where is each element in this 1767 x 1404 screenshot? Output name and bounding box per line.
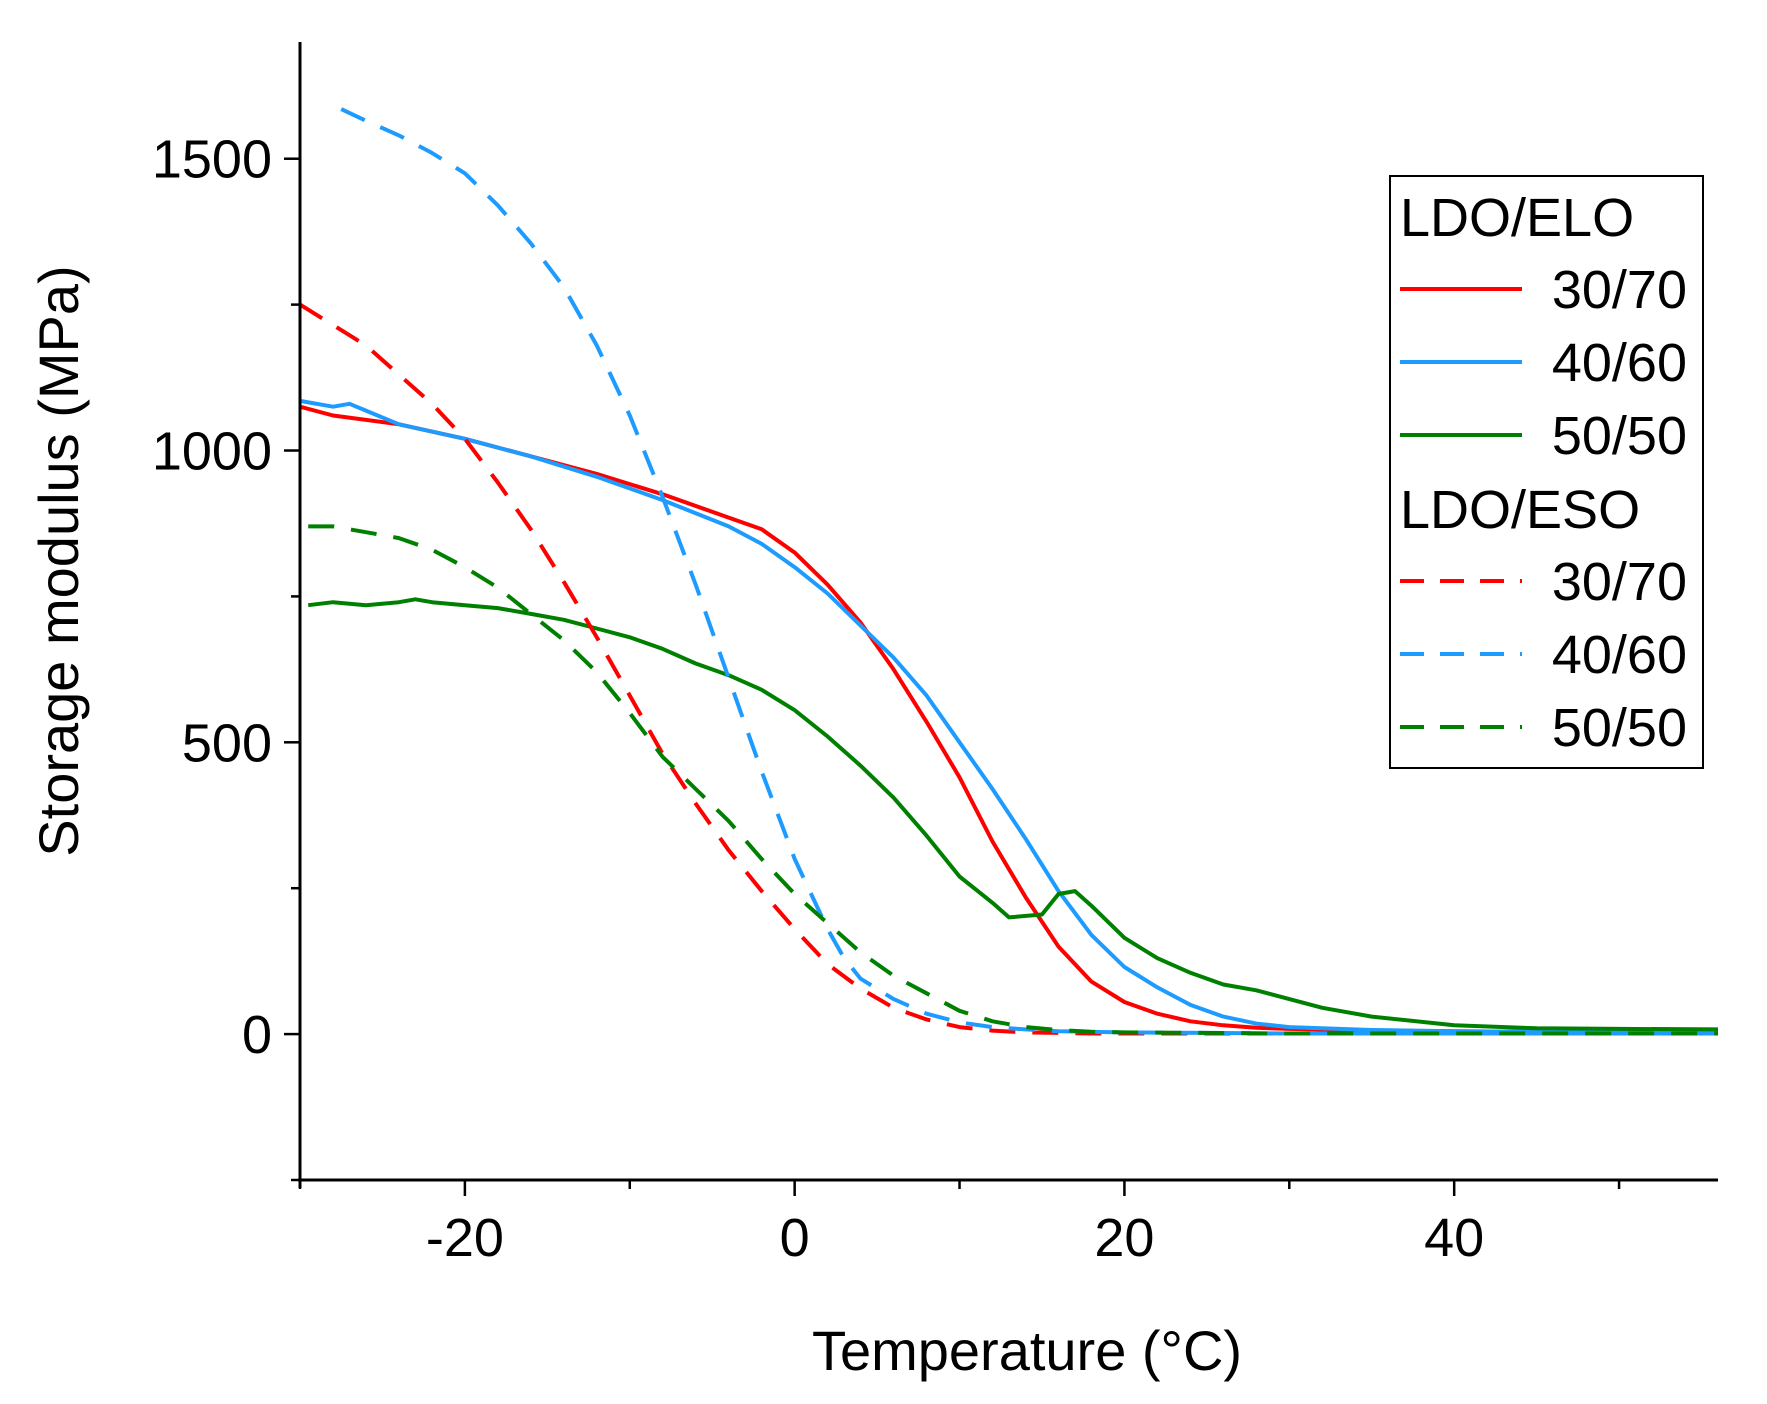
x-tick-label: -20 xyxy=(426,1208,504,1268)
plot-area xyxy=(298,107,1719,1036)
legend-entry-label: 50/50 xyxy=(1552,406,1687,466)
y-axis-title: Storage modulus (MPa) xyxy=(27,265,90,856)
x-tick-label: 40 xyxy=(1424,1208,1484,1268)
x-axis-ticks: -20 0 20 40 xyxy=(298,1180,1621,1268)
x-tick-label: 20 xyxy=(1094,1208,1154,1268)
legend-group-title: LDO/ESO xyxy=(1400,480,1640,540)
axes: 0 500 1000 1500 -20 0 20 40 xyxy=(152,42,1718,1268)
legend-entry-label: 40/60 xyxy=(1552,333,1687,393)
series-line-ldo-eso-50-50 xyxy=(308,524,1718,1036)
y-tick-label: 1000 xyxy=(152,422,272,482)
x-tick-label: 0 xyxy=(780,1208,810,1268)
y-axis-ticks: 0 500 1000 1500 xyxy=(152,130,300,1182)
legend-entry-label: 30/70 xyxy=(1552,552,1687,612)
legend-entry-label: 30/70 xyxy=(1552,260,1687,320)
y-tick-label: 500 xyxy=(182,713,272,773)
legend-entry-label: 50/50 xyxy=(1552,698,1687,758)
y-tick-label: 0 xyxy=(242,1005,272,1065)
legend-entry-label: 40/60 xyxy=(1552,625,1687,685)
series-line-ldo-elo-50-50 xyxy=(307,597,1719,1032)
legend-group-title: LDO/ELO xyxy=(1400,188,1634,248)
x-axis-title: Temperature (°C) xyxy=(812,1319,1242,1382)
y-tick-label: 1500 xyxy=(152,130,272,190)
legend-box xyxy=(1389,175,1704,769)
legend: LDO/ELO 30/70 40/60 50/50 LDO/ESO 30/70 40/60 5… xyxy=(1389,175,1704,769)
series-line-ldo-elo-40-60 xyxy=(299,398,1718,1035)
